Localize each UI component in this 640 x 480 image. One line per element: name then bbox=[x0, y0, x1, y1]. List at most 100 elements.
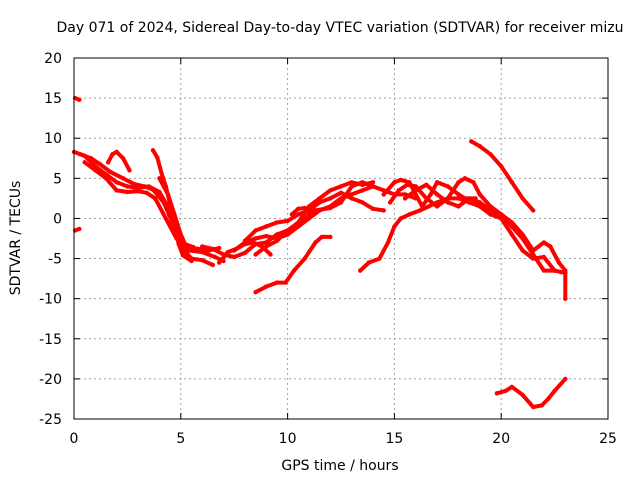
data-point bbox=[541, 240, 547, 245]
x-tick-label: 25 bbox=[599, 431, 617, 447]
data-point bbox=[499, 164, 504, 169]
data-point bbox=[232, 248, 237, 253]
data-point bbox=[144, 190, 149, 195]
data-point bbox=[159, 171, 164, 176]
x-axis-label: GPS time / hours bbox=[281, 458, 398, 474]
data-point bbox=[426, 204, 431, 209]
data-point bbox=[313, 208, 318, 213]
data-point bbox=[424, 196, 429, 201]
data-point bbox=[552, 268, 557, 273]
y-tick-label: 10 bbox=[44, 131, 62, 147]
data-point bbox=[531, 404, 536, 410]
data-point bbox=[370, 180, 376, 185]
y-axis: 20 15 10 5 0 -5 -10 -15 -20 -25 bbox=[39, 51, 608, 428]
data-point bbox=[358, 268, 363, 273]
data-point bbox=[296, 206, 301, 211]
data-point bbox=[296, 220, 301, 225]
data-point bbox=[413, 188, 418, 193]
grid bbox=[74, 58, 608, 419]
data-point bbox=[328, 188, 333, 193]
data-point bbox=[155, 155, 160, 160]
data-point bbox=[494, 391, 500, 396]
data-point bbox=[180, 253, 186, 258]
data-point bbox=[142, 184, 147, 189]
data-point bbox=[242, 238, 248, 244]
y-tick-label: -10 bbox=[39, 292, 62, 308]
data-point bbox=[413, 184, 418, 189]
data-point bbox=[97, 161, 102, 167]
data-point bbox=[488, 152, 493, 157]
series-s16-line bbox=[358, 196, 568, 275]
data-point bbox=[520, 236, 525, 241]
data-point bbox=[349, 192, 354, 197]
data-point bbox=[370, 184, 376, 189]
data-point bbox=[264, 240, 269, 245]
data-point bbox=[563, 296, 568, 301]
data-point bbox=[349, 180, 354, 185]
data-point bbox=[392, 180, 397, 185]
data-point bbox=[264, 244, 269, 249]
data-point bbox=[381, 192, 386, 197]
y-tick-label: -5 bbox=[48, 252, 62, 268]
data-point bbox=[131, 181, 136, 187]
y-tick-label: -20 bbox=[39, 372, 62, 388]
data-point bbox=[217, 260, 222, 265]
y-tick-label: 0 bbox=[53, 211, 62, 227]
data-point bbox=[110, 152, 115, 157]
data-point bbox=[285, 228, 290, 233]
data-point bbox=[127, 168, 132, 173]
data-point bbox=[165, 192, 171, 197]
y-axis-label: SDTVAR / TECUs bbox=[8, 181, 24, 296]
data-point bbox=[106, 160, 111, 165]
data-point bbox=[232, 254, 237, 260]
data-point bbox=[385, 240, 391, 245]
data-point bbox=[306, 212, 312, 217]
x-tick-label: 0 bbox=[70, 431, 79, 447]
data-point bbox=[546, 396, 551, 402]
data-point bbox=[477, 144, 482, 149]
data-point bbox=[195, 246, 201, 252]
data-point bbox=[253, 290, 258, 295]
data-point bbox=[417, 208, 423, 213]
plot-frame bbox=[73, 57, 609, 420]
data-point bbox=[328, 205, 333, 211]
data-point bbox=[467, 196, 472, 201]
data-point bbox=[366, 260, 371, 265]
data-point bbox=[360, 182, 365, 187]
data-point bbox=[434, 204, 440, 209]
data-point bbox=[328, 234, 333, 240]
data-point bbox=[541, 268, 547, 273]
data-point bbox=[563, 268, 568, 273]
data-point bbox=[82, 160, 87, 165]
data-point bbox=[114, 180, 119, 185]
data-point bbox=[434, 180, 440, 185]
data-point bbox=[296, 212, 301, 217]
data-point bbox=[191, 245, 196, 250]
data-point bbox=[509, 232, 515, 237]
data-point bbox=[125, 189, 130, 195]
data-point bbox=[349, 184, 354, 189]
data-point bbox=[381, 208, 386, 213]
data-point bbox=[509, 224, 515, 229]
data-point bbox=[150, 148, 156, 153]
data-point bbox=[157, 176, 162, 181]
data-point bbox=[552, 388, 557, 394]
data-point bbox=[509, 180, 515, 185]
series-group bbox=[71, 95, 568, 410]
data-point bbox=[456, 192, 461, 197]
data-point bbox=[338, 184, 344, 189]
data-point bbox=[302, 205, 307, 211]
data-point bbox=[182, 241, 188, 247]
data-point bbox=[563, 376, 568, 382]
data-point bbox=[200, 244, 205, 249]
data-point bbox=[477, 192, 482, 197]
data-point bbox=[392, 224, 397, 229]
data-point bbox=[285, 218, 290, 224]
data-point bbox=[377, 256, 382, 261]
data-point bbox=[268, 252, 273, 257]
data-point bbox=[456, 204, 461, 209]
data-point bbox=[135, 189, 141, 194]
data-point bbox=[114, 149, 119, 155]
data-point bbox=[291, 268, 297, 273]
data-point bbox=[503, 388, 508, 394]
